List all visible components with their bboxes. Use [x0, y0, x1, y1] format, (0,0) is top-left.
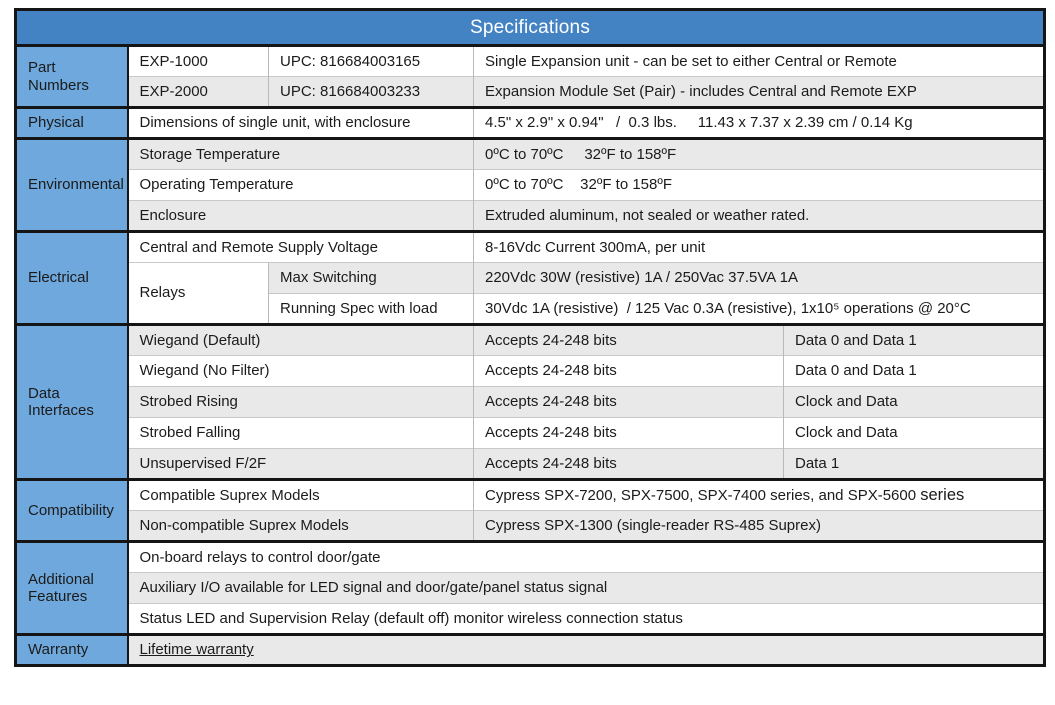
warranty-text: Lifetime warranty — [139, 641, 254, 659]
part-upc-cell: UPC: 816684003165 — [268, 45, 474, 77]
spec-name-cell: Operating Temperature — [127, 169, 474, 201]
interface-bits-cell: Accepts 24-248 bits — [473, 386, 784, 418]
interface-signals-cell: Data 0 and Data 1 — [782, 355, 1045, 387]
section-additional-features: Additional Features On-board relays to c… — [15, 540, 1045, 635]
spec-value-cell: Extruded aluminum, not sealed or weather… — [472, 200, 1045, 232]
table-row: Environmental Storage Temperature 0ºC to… — [15, 137, 1045, 232]
category-cell-data-interfaces: Data Interfaces — [15, 323, 129, 480]
table-title: Specifications — [15, 9, 1045, 47]
table-row: Strobed Falling Accepts 24-248 bits Cloc… — [16, 417, 1045, 449]
table-row: Compatibility Compatible Suprex Models C… — [15, 478, 1045, 542]
spec-value-cell: Cypress SPX-7200, SPX-7500, SPX-7400 ser… — [472, 478, 1045, 511]
spec-name-cell: Running Spec with load — [268, 293, 474, 325]
interface-bits-cell: Accepts 24-248 bits — [473, 355, 784, 387]
table-header-row: Specifications — [15, 9, 1045, 47]
table-row: Unsupervised F/2F Accepts 24-248 bits Da… — [16, 448, 1045, 480]
table-row: Electrical Central and Remote Supply Vol… — [15, 230, 1045, 325]
interface-bits-cell: Accepts 24-248 bits — [473, 448, 784, 480]
spec-name-cell: Max Switching — [268, 262, 474, 294]
table-row: Warranty Lifetime warranty — [15, 633, 1045, 666]
table-row: EXP-2000 UPC: 816684003233 Expansion Mod… — [16, 76, 1045, 108]
interface-name-cell: Wiegand (No Filter) — [127, 355, 474, 387]
spec-value-cell: Cypress SPX-1300 (single-reader RS-485 S… — [472, 510, 1045, 542]
compatibility-value-text: Cypress SPX-7200, SPX-7500, SPX-7400 ser… — [485, 487, 921, 505]
spec-value-cell: 0ºC to 70ºC 32ºF to 158ºF — [472, 169, 1045, 201]
spec-value-cell: 8-16Vdc Current 300mA, per unit — [472, 230, 1045, 263]
category-cell-additional-features: Additional Features — [15, 540, 129, 635]
table-row: Enclosure Extruded aluminum, not sealed … — [16, 200, 1045, 232]
spec-value-cell: 0ºC to 70ºC 32ºF to 158ºF — [472, 137, 1045, 170]
section-environmental: Environmental Storage Temperature 0ºC to… — [15, 137, 1045, 232]
spec-value-cell: 30Vdc 1A (resistive) / 125 Vac 0.3A (res… — [472, 293, 1045, 325]
spec-name-cell: Central and Remote Supply Voltage — [127, 230, 474, 263]
interface-name-cell: Unsupervised F/2F — [127, 448, 474, 480]
category-cell-electrical: Electrical — [15, 230, 129, 325]
table-row: Non-compatible Suprex Models Cypress SPX… — [16, 510, 1045, 542]
interface-signals-cell: Data 0 and Data 1 — [782, 323, 1045, 356]
part-upc-cell: UPC: 816684003233 — [268, 76, 474, 108]
interface-bits-cell: Accepts 24-248 bits — [473, 417, 784, 449]
table-row: Operating Temperature 0ºC to 70ºC 32ºF t… — [16, 169, 1045, 201]
interface-signals-cell: Data 1 — [782, 448, 1045, 480]
table-row: Status LED and Supervision Relay (defaul… — [16, 603, 1045, 635]
feature-cell: Auxiliary I/O available for LED signal a… — [127, 572, 1045, 604]
section-warranty: Warranty Lifetime warranty — [15, 633, 1045, 666]
category-cell-physical: Physical — [15, 106, 129, 139]
spec-value-cell: 4.5" x 2.9" x 0.94" / 0.3 lbs. 11.43 x 7… — [472, 106, 1045, 139]
table-row: Strobed Rising Accepts 24-248 bits Clock… — [16, 386, 1045, 418]
section-data-interfaces: Data Interfaces Wiegand (Default) Accept… — [15, 323, 1045, 480]
section-physical: Physical Dimensions of single unit, with… — [15, 106, 1045, 139]
section-compatibility: Compatibility Compatible Suprex Models C… — [15, 478, 1045, 542]
table-row: Part Numbers EXP-1000 UPC: 816684003165 … — [15, 45, 1045, 108]
table-row: Additional Features On-board relays to c… — [15, 540, 1045, 635]
spec-name-cell: Dimensions of single unit, with enclosur… — [127, 106, 474, 139]
interface-name-cell: Wiegand (Default) — [127, 323, 474, 356]
spec-name-cell: Enclosure — [127, 200, 474, 232]
feature-cell: Status LED and Supervision Relay (defaul… — [127, 603, 1045, 635]
table-row: Wiegand (No Filter) Accepts 24-248 bits … — [16, 355, 1045, 387]
table-row: Data Interfaces Wiegand (Default) Accept… — [15, 323, 1045, 480]
interface-name-cell: Strobed Rising — [127, 386, 474, 418]
category-cell-compatibility: Compatibility — [15, 478, 129, 542]
table-row: Physical Dimensions of single unit, with… — [15, 106, 1045, 139]
section-electrical: Electrical Central and Remote Supply Vol… — [15, 230, 1045, 325]
category-cell-part-numbers: Part Numbers — [15, 45, 129, 108]
part-model-cell: EXP-1000 — [139, 52, 208, 70]
spec-name-cell: Storage Temperature — [127, 137, 474, 170]
spec-value-cell: 220Vdc 30W (resistive) 1A / 250Vac 37.5V… — [472, 262, 1045, 294]
compatibility-value-suffix: series — [920, 486, 965, 505]
spec-name-cell: Compatible Suprex Models — [127, 478, 474, 511]
interface-bits-cell: Accepts 24-248 bits — [473, 323, 784, 356]
table-row: Running Spec with load 30Vdc 1A (resisti… — [16, 293, 1045, 325]
table-row: Auxiliary I/O available for LED signal a… — [16, 572, 1045, 604]
feature-cell: On-board relays to control door/gate — [127, 540, 1045, 573]
warranty-value-cell: Lifetime warranty — [127, 633, 1045, 666]
part-model-cell: EXP-2000 — [127, 76, 269, 108]
section-part-numbers: Part Numbers EXP-1000 UPC: 816684003165 … — [15, 45, 1045, 108]
compatibility-value-text: Cypress SPX-1300 (single-reader RS-485 S… — [485, 517, 821, 535]
interface-signals-cell: Clock and Data — [782, 417, 1045, 449]
table-row: Relays Max Switching 220Vdc 30W (resisti… — [16, 262, 1045, 325]
interface-signals-cell: Clock and Data — [782, 386, 1045, 418]
part-desc-cell: Expansion Module Set (Pair) - includes C… — [472, 76, 1045, 108]
category-cell-warranty: Warranty — [15, 633, 129, 666]
specifications-table: Specifications Part Numbers EXP-1000 UPC… — [14, 8, 1047, 667]
category-cell-environmental: Environmental — [15, 137, 129, 232]
interface-name-cell: Strobed Falling — [127, 417, 474, 449]
spec-name-cell: Non-compatible Suprex Models — [127, 510, 474, 542]
part-desc-cell: Single Expansion unit - can be set to ei… — [472, 45, 1045, 77]
relays-label-cell: Relays — [127, 262, 269, 325]
